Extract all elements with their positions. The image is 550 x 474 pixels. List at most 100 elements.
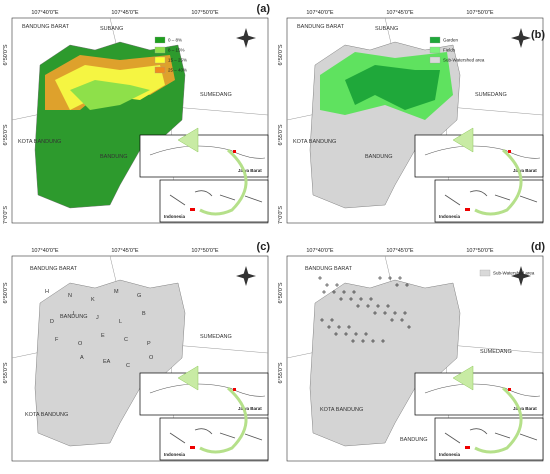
sample-mark — [373, 311, 377, 315]
legend-swatch — [154, 56, 166, 64]
sample-mark — [395, 283, 399, 287]
map-label: EA — [103, 359, 111, 365]
slope-low — [70, 80, 150, 110]
sample-mark — [405, 283, 409, 287]
panel-letter: (a) — [257, 3, 271, 15]
latitude-label: 6°50'0"S — [3, 282, 9, 303]
sample-mark — [349, 297, 353, 301]
sample-mark — [351, 339, 355, 343]
place-name: BANDUNG — [100, 154, 128, 160]
latitude-label: 6°55'0"S — [3, 124, 9, 145]
map-label: N — [68, 293, 72, 299]
map-panel: 107°40'0"E 107°45'0"E 107°50'0"E 6°50'0"S 6°… — [3, 3, 270, 224]
place-name: SUBANG — [100, 26, 123, 32]
legend-label: Fields — [443, 48, 456, 53]
inset-label: Indonesia — [439, 214, 461, 219]
place-name: SUMEDANG — [200, 92, 232, 98]
indonesia-shape — [444, 190, 538, 206]
sample-mark — [400, 318, 404, 322]
pointer-arrow — [177, 365, 199, 391]
panel-letter: (c) — [257, 241, 271, 253]
map-label: B — [142, 311, 146, 317]
place-name: KOTA BANDUNG — [293, 139, 336, 145]
map-label: C — [126, 363, 130, 369]
link-arrow — [474, 148, 523, 216]
sample-mark — [369, 297, 373, 301]
java-marker — [190, 446, 195, 449]
place-name: SUMEDANG — [200, 334, 232, 340]
place-name: SUMEDANG — [480, 349, 512, 355]
latitude-label: 7°0'0"S — [278, 206, 284, 224]
sample-mark — [337, 325, 341, 329]
sample-mark — [342, 290, 346, 294]
latitude-label: 6°50'0"S — [278, 44, 284, 65]
sample-mark — [366, 304, 370, 308]
legend-swatch — [479, 269, 491, 277]
sample-mark — [361, 339, 365, 343]
north-arrow — [511, 266, 531, 286]
north-arrow — [236, 266, 256, 286]
longitude-label: 107°40'0"E — [31, 10, 59, 16]
sample-mark — [332, 290, 336, 294]
longitude-label: 107°45'0"E — [111, 248, 139, 254]
sample-mark — [320, 318, 324, 322]
map-panel: 107°40'0"E 107°45'0"E 107°50'0"E 6°50'0"S 6°… — [278, 10, 545, 224]
legend-label: 8 – 15% — [168, 48, 185, 53]
java-marker — [465, 446, 470, 449]
link-arrow — [474, 386, 523, 454]
sample-mark — [383, 311, 387, 315]
sample-mark — [378, 276, 382, 280]
map-label: I — [73, 311, 75, 317]
map-label: O — [149, 355, 154, 361]
place-name: SUMEDANG — [475, 92, 507, 98]
sample-mark — [386, 304, 390, 308]
longitude-label: 107°50'0"E — [191, 10, 219, 16]
legend-label: Sub-Watershed area — [443, 58, 485, 63]
map-label: H — [45, 289, 49, 295]
map-label: D — [50, 319, 54, 325]
inset-label: Jawa Barat — [238, 168, 262, 173]
legend-swatch — [154, 66, 166, 74]
inset-label: Indonesia — [164, 214, 186, 219]
map-label: E — [101, 333, 105, 339]
legend-swatch — [429, 46, 441, 54]
map-label: C — [124, 337, 128, 343]
map-label: G — [137, 293, 141, 299]
legend-swatch — [429, 56, 441, 64]
place-name: BANDUNG — [365, 154, 393, 160]
place-name: BANDUNG BARAT — [297, 24, 345, 30]
sample-mark — [407, 325, 411, 329]
legend-swatch — [154, 36, 166, 44]
watershed — [34, 279, 186, 447]
java-marker — [465, 208, 470, 211]
legend-swatch — [154, 46, 166, 54]
map-label: K — [91, 297, 95, 303]
latitude-label: 6°55'0"S — [3, 362, 9, 383]
longitude-label: 107°50'0"E — [191, 248, 219, 254]
java-marker — [190, 208, 195, 211]
link-arrow — [199, 148, 248, 216]
sample-mark — [403, 311, 407, 315]
sample-mark — [371, 339, 375, 343]
sample-mark — [330, 318, 334, 322]
map-label: L — [119, 319, 122, 325]
legend-label: 0 – 8% — [168, 38, 182, 43]
inset-label: Jawa Barat — [513, 406, 537, 411]
inset-jawa — [414, 372, 544, 416]
sample-mark — [393, 311, 397, 315]
panel-letter: (b) — [531, 29, 545, 41]
sample-mark — [398, 276, 402, 280]
longitude-label: 107°45'0"E — [386, 248, 414, 254]
latitude-label: 6°55'0"S — [278, 124, 284, 145]
sample-mark — [322, 290, 326, 294]
legend-swatch — [429, 36, 441, 44]
place-name: KOTA BANDUNG — [320, 407, 363, 413]
sample-mark — [339, 297, 343, 301]
longitude-label: 107°45'0"E — [111, 10, 139, 16]
longitude-label: 107°50'0"E — [466, 10, 494, 16]
pointer-arrow — [177, 127, 199, 153]
sample-mark — [388, 276, 392, 280]
indonesia-shape — [169, 190, 263, 206]
map-panel: 107°40'0"E 107°45'0"E 107°50'0"E 6°50'0"S 6°… — [278, 241, 545, 462]
